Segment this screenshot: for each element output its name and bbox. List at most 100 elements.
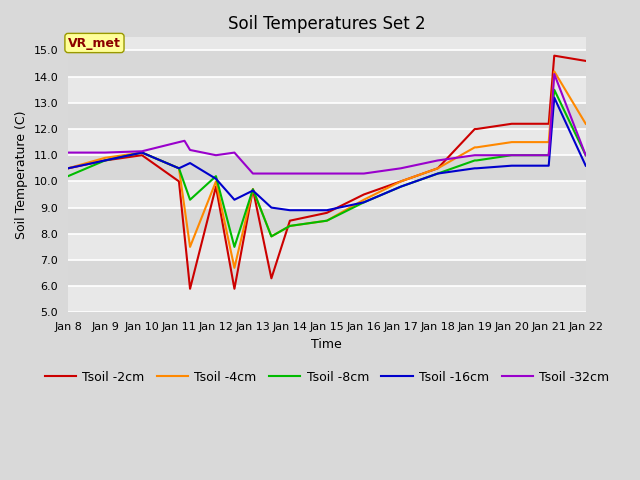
Tsoil -4cm — [138, 150, 146, 156]
Tsoil -32cm — [257, 171, 264, 177]
Tsoil -2cm — [473, 126, 481, 132]
Tsoil -8cm — [64, 173, 72, 179]
Tsoil -2cm — [186, 286, 194, 292]
Tsoil -4cm — [249, 186, 257, 192]
Tsoil -4cm — [471, 144, 479, 150]
Tsoil -16cm — [582, 163, 589, 168]
Tsoil -16cm — [64, 166, 72, 171]
Bar — [68, 103, 586, 129]
Tsoil -4cm — [582, 121, 589, 127]
Bar — [68, 181, 586, 207]
Tsoil -32cm — [545, 152, 552, 158]
Line: Tsoil -16cm: Tsoil -16cm — [68, 97, 586, 210]
Tsoil -8cm — [360, 200, 367, 205]
Line: Tsoil -4cm: Tsoil -4cm — [68, 72, 586, 268]
Tsoil -16cm — [360, 200, 367, 205]
Tsoil -32cm — [138, 148, 146, 154]
Tsoil -4cm — [101, 155, 109, 161]
Tsoil -8cm — [582, 152, 589, 158]
Bar — [68, 260, 586, 286]
Tsoil -16cm — [186, 160, 194, 166]
Tsoil -8cm — [230, 244, 238, 250]
Tsoil -32cm — [550, 71, 558, 77]
Tsoil -16cm — [101, 157, 109, 163]
Tsoil -32cm — [434, 157, 442, 163]
Tsoil -2cm — [138, 152, 146, 158]
Tsoil -8cm — [175, 166, 183, 171]
Bar — [68, 286, 586, 312]
Tsoil -16cm — [508, 163, 516, 168]
Tsoil -8cm — [473, 157, 481, 163]
Tsoil -16cm — [550, 95, 558, 100]
Tsoil -4cm — [212, 179, 220, 184]
Tsoil -8cm — [138, 150, 146, 156]
Tsoil -2cm — [212, 184, 220, 190]
Bar — [68, 77, 586, 103]
Tsoil -8cm — [249, 186, 257, 192]
Tsoil -4cm — [434, 166, 442, 171]
Tsoil -4cm — [175, 166, 183, 171]
Tsoil -32cm — [212, 152, 220, 158]
Tsoil -8cm — [268, 234, 275, 240]
Bar — [68, 234, 586, 260]
Tsoil -16cm — [212, 176, 220, 181]
Tsoil -32cm — [180, 138, 188, 144]
Tsoil -32cm — [397, 166, 404, 171]
Tsoil -16cm — [323, 207, 331, 213]
Tsoil -16cm — [473, 166, 481, 171]
Tsoil -8cm — [471, 157, 479, 163]
Tsoil -2cm — [434, 166, 442, 171]
Tsoil -2cm — [360, 192, 367, 197]
Tsoil -8cm — [186, 197, 194, 203]
Tsoil -4cm — [360, 197, 367, 203]
Tsoil -16cm — [286, 207, 294, 213]
Tsoil -4cm — [186, 244, 194, 250]
Tsoil -4cm — [268, 234, 275, 240]
Tsoil -2cm — [545, 121, 552, 127]
Line: Tsoil -32cm: Tsoil -32cm — [68, 74, 586, 174]
Bar — [68, 155, 586, 181]
Line: Tsoil -2cm: Tsoil -2cm — [68, 56, 586, 289]
Tsoil -8cm — [550, 87, 558, 93]
Bar — [68, 207, 586, 234]
Bar — [68, 129, 586, 155]
Tsoil -16cm — [138, 150, 146, 156]
Line: Tsoil -8cm: Tsoil -8cm — [68, 90, 586, 247]
Tsoil -2cm — [508, 121, 516, 127]
Tsoil -16cm — [175, 166, 183, 171]
X-axis label: Time: Time — [312, 337, 342, 351]
Tsoil -32cm — [360, 171, 367, 177]
Text: VR_met: VR_met — [68, 36, 121, 49]
Tsoil -4cm — [545, 139, 552, 145]
Tsoil -2cm — [230, 286, 238, 292]
Tsoil -2cm — [101, 157, 109, 163]
Tsoil -2cm — [550, 53, 558, 59]
Tsoil -2cm — [471, 126, 479, 132]
Tsoil -8cm — [545, 152, 552, 158]
Tsoil -8cm — [212, 173, 220, 179]
Tsoil -32cm — [101, 150, 109, 156]
Tsoil -32cm — [230, 150, 238, 156]
Tsoil -2cm — [286, 218, 294, 224]
Tsoil -8cm — [286, 223, 294, 229]
Tsoil -2cm — [249, 186, 257, 192]
Tsoil -2cm — [64, 166, 72, 171]
Tsoil -2cm — [268, 276, 275, 281]
Tsoil -2cm — [582, 58, 589, 64]
Tsoil -16cm — [471, 166, 479, 171]
Tsoil -4cm — [286, 223, 294, 229]
Tsoil -32cm — [508, 152, 516, 158]
Tsoil -4cm — [397, 179, 404, 184]
Tsoil -32cm — [286, 171, 294, 177]
Tsoil -8cm — [101, 157, 109, 163]
Tsoil -32cm — [64, 150, 72, 156]
Tsoil -8cm — [434, 171, 442, 177]
Tsoil -8cm — [508, 152, 516, 158]
Tsoil -4cm — [508, 139, 516, 145]
Tsoil -16cm — [268, 204, 275, 210]
Tsoil -16cm — [434, 171, 442, 177]
Tsoil -32cm — [249, 171, 257, 177]
Tsoil -8cm — [397, 184, 404, 190]
Tsoil -32cm — [471, 152, 479, 158]
Legend: Tsoil -2cm, Tsoil -4cm, Tsoil -8cm, Tsoil -16cm, Tsoil -32cm: Tsoil -2cm, Tsoil -4cm, Tsoil -8cm, Tsoi… — [40, 366, 614, 389]
